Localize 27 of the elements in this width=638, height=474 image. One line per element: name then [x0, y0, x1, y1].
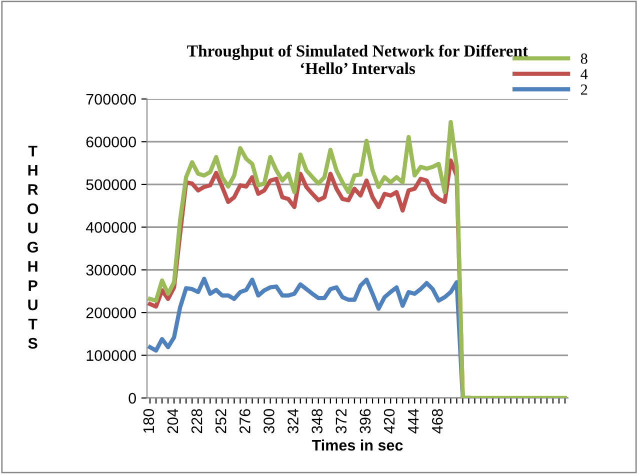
legend-label: 2	[580, 84, 588, 95]
y-tick-label: 700000	[86, 94, 136, 105]
x-axis-title: Times in sec	[312, 439, 403, 451]
x-tick-label: 396	[360, 409, 371, 434]
y-tick-label: 500000	[86, 179, 136, 190]
chart-title: Throughput of Simulated Network for Different ‘Hello’ Intervals	[187, 44, 528, 74]
y-tick-label: 600000	[86, 136, 136, 148]
x-tick-label: 324	[288, 408, 298, 434]
legend-label: 8	[580, 53, 588, 64]
x-tick-label: 300	[264, 409, 274, 434]
y-tick-label: 200000	[86, 307, 136, 318]
y-tick-label: 300000	[86, 264, 136, 276]
x-tick-label: 204	[167, 408, 178, 434]
x-tick-label: 276	[240, 409, 250, 434]
y-tick-label: 400000	[86, 222, 136, 233]
y-tick-label: 0	[128, 392, 136, 404]
x-tick-label: 468	[432, 409, 443, 434]
text: THROUGHPUTS	[28, 146, 38, 349]
x-tick-label: 372	[336, 409, 347, 434]
x-tick-label: 180	[143, 409, 154, 433]
y-tick-label: 100000	[86, 350, 136, 361]
x-tick-label: 252	[215, 409, 226, 434]
x-tick-label: 444	[408, 408, 419, 434]
legend-label: 4	[580, 69, 588, 80]
x-tick-label: 228	[191, 409, 202, 434]
x-tick-label: 348	[312, 409, 323, 434]
x-tick-label: 420	[384, 409, 395, 434]
